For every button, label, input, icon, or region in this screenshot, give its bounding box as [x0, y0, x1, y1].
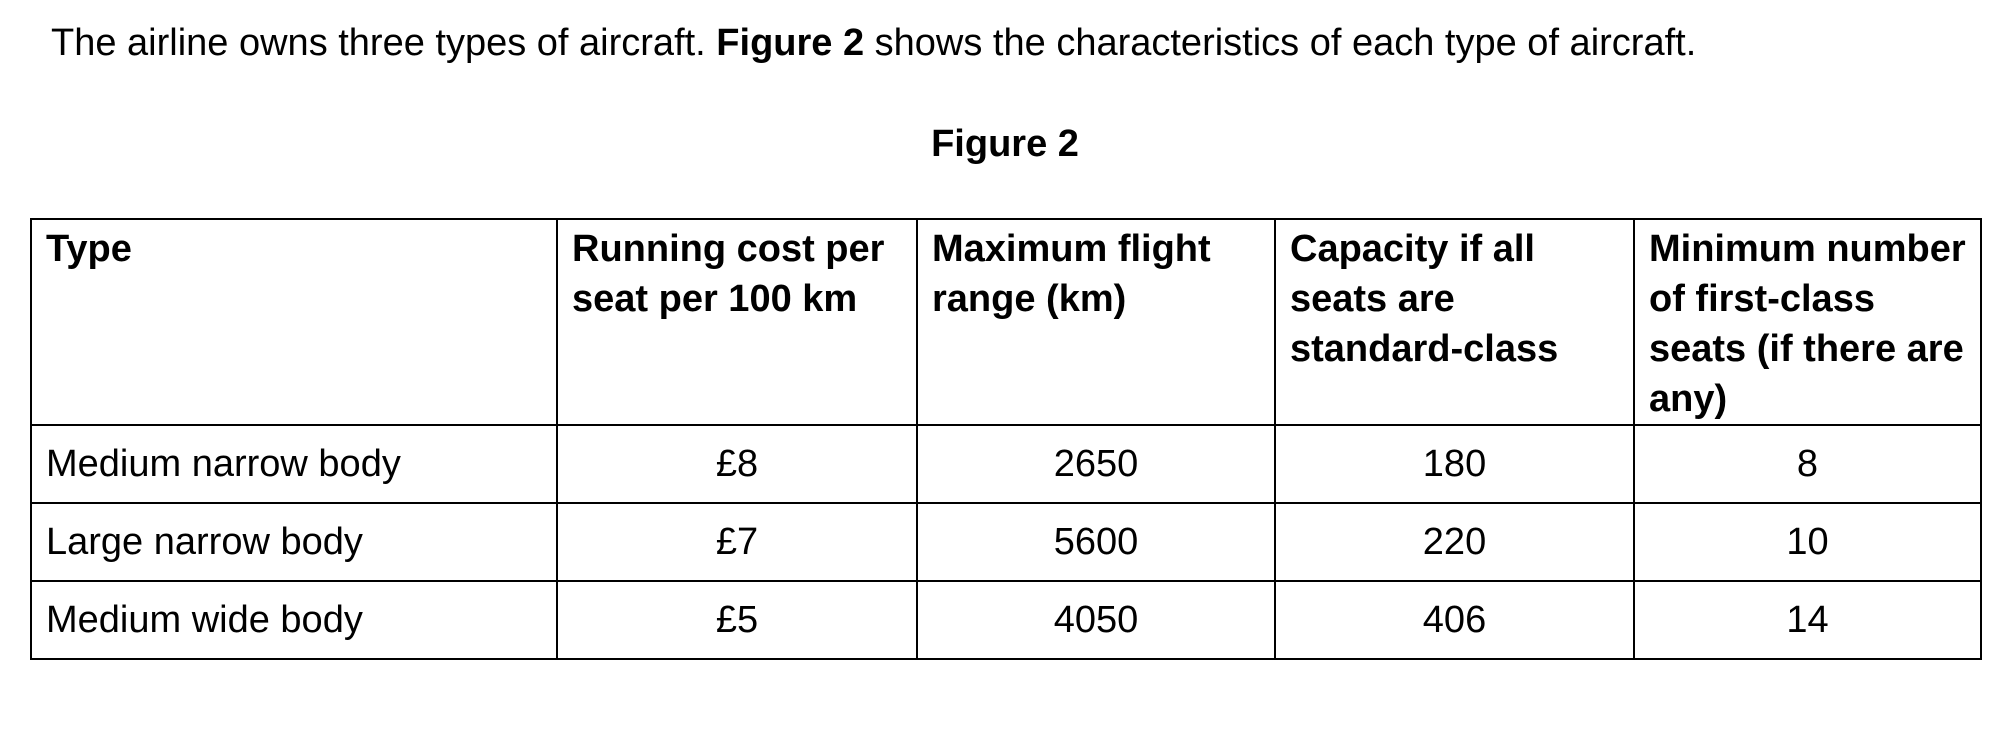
cell-min-first-class-seats: 10 — [1633, 502, 1982, 582]
intro-text-part2: shows the characteristics of each type o… — [864, 22, 1697, 64]
intro-figure-reference: Figure 2 — [716, 22, 865, 64]
aircraft-characteristics-table: Type Running cost per seat per 100 km Ma… — [30, 218, 1982, 660]
table-row: Medium narrow body £8 2650 180 8 — [30, 424, 1982, 504]
cell-max-flight-range: 4050 — [916, 580, 1276, 660]
cell-min-first-class-seats: 14 — [1633, 580, 1982, 660]
cell-max-flight-range: 5600 — [916, 502, 1276, 582]
intro-sentence: The airline owns three types of aircraft… — [51, 17, 1696, 69]
intro-text-part1: The airline owns three types of aircraft… — [51, 22, 717, 64]
cell-type: Large narrow body — [30, 502, 558, 582]
cell-min-first-class-seats: 8 — [1633, 424, 1982, 504]
cell-type: Medium narrow body — [30, 424, 558, 504]
cell-max-flight-range: 2650 — [916, 424, 1276, 504]
table-row: Medium wide body £5 4050 406 14 — [30, 580, 1982, 660]
table-header-row: Type Running cost per seat per 100 km Ma… — [30, 218, 1982, 426]
cell-capacity: 220 — [1274, 502, 1635, 582]
header-running-cost: Running cost per seat per 100 km — [556, 218, 918, 426]
header-max-flight-range: Maximum flight range (km) — [916, 218, 1276, 426]
cell-running-cost: £7 — [556, 502, 918, 582]
cell-capacity: 406 — [1274, 580, 1635, 660]
header-type: Type — [30, 218, 558, 426]
header-min-first-class-seats: Minimum number of first-class seats (if … — [1633, 218, 1982, 426]
header-capacity: Capacity if all seats are standard-class — [1274, 218, 1635, 426]
cell-capacity: 180 — [1274, 424, 1635, 504]
cell-running-cost: £5 — [556, 580, 918, 660]
figure-caption: Figure 2 — [931, 123, 1079, 165]
cell-type: Medium wide body — [30, 580, 558, 660]
table-row: Large narrow body £7 5600 220 10 — [30, 502, 1982, 582]
cell-running-cost: £8 — [556, 424, 918, 504]
